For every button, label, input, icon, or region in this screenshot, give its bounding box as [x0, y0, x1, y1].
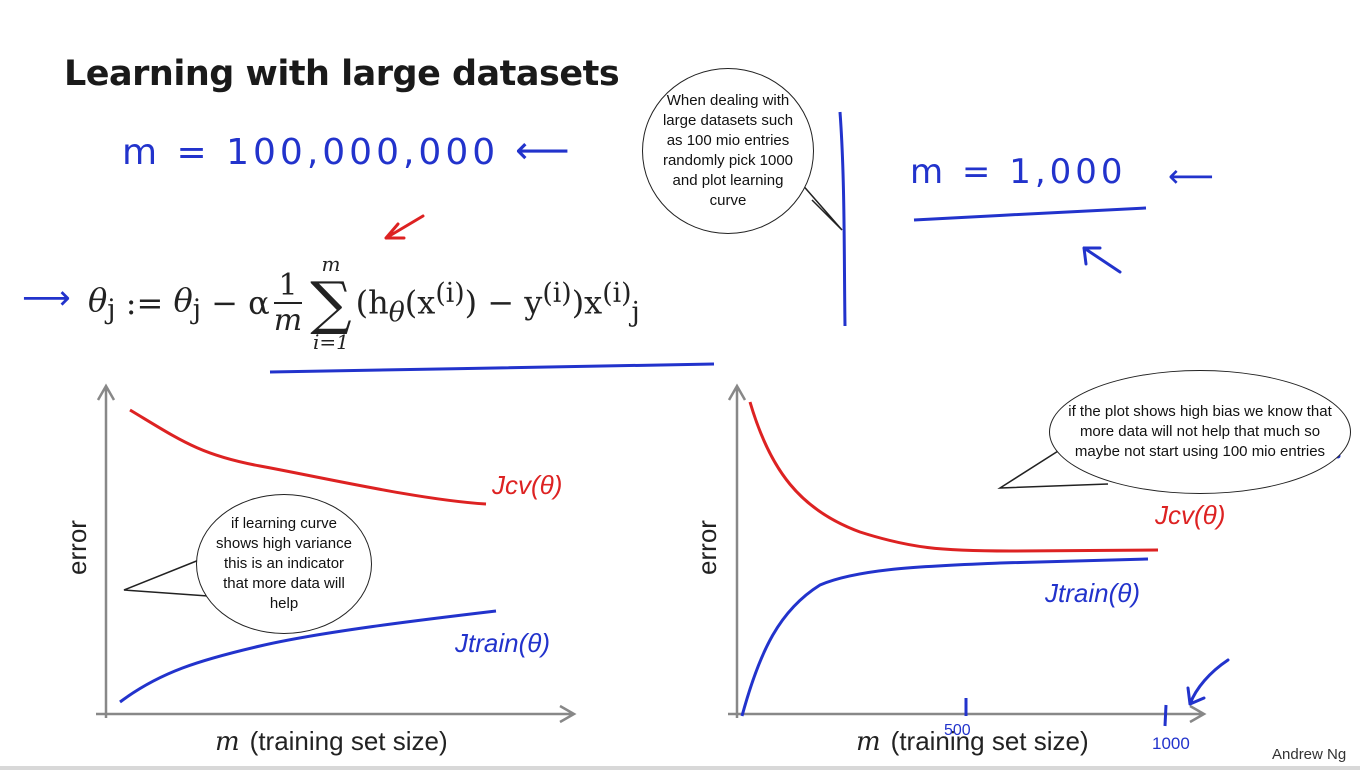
speech-bubble-high-bias: if the plot shows high bias we know that…: [1049, 370, 1351, 494]
left-cv-curve: [129, 408, 487, 506]
superscript-i: (i): [435, 277, 465, 309]
tick-1000: [1163, 704, 1168, 727]
gradient-descent-formula: θj := θj − α 1 m m ∑ i=1 (hθ(x(i)) − y(i…: [88, 248, 640, 358]
theta-symbol: θ: [88, 280, 108, 319]
curved-arrow-icon: [1186, 658, 1230, 706]
fraction-denominator: m: [273, 303, 303, 338]
arrow-left-icon: ⟵: [515, 128, 570, 172]
slide-title: Learning with large datasets: [64, 54, 620, 94]
right-train-label: Jtrain(θ): [1045, 578, 1140, 608]
speech-bubble-high-variance: if learning curve shows high variance th…: [196, 494, 372, 634]
right-y-axis: [727, 383, 747, 718]
right-cv-curve: [748, 401, 1159, 553]
m-large-annotation: m = 100,000,000: [122, 132, 500, 173]
formula-part: ) − y: [464, 283, 543, 322]
right-x-axis-label: m (training set size): [856, 726, 1089, 757]
x-var: m: [215, 727, 240, 757]
red-arrow-icon: [384, 214, 425, 240]
arrow-right-icon: ⟶: [22, 278, 71, 318]
right-cv-label: Jcv(θ): [1155, 500, 1226, 530]
sigma-symbol: ∑: [310, 269, 352, 337]
formula-part: (h: [355, 283, 389, 322]
up-left-arrow-icon: [1082, 246, 1122, 274]
right-train-curve: [740, 557, 1149, 717]
theta-symbol: θ: [173, 280, 193, 319]
left-x-axis-label: m (training set size): [215, 726, 448, 757]
left-cv-label: Jcv(θ): [492, 470, 563, 500]
formula-part: )x: [571, 283, 603, 322]
formula-part: (x: [404, 283, 436, 322]
x-desc: (training set size): [249, 726, 448, 756]
subscript-j: j: [192, 294, 201, 326]
left-y-axis: [96, 383, 116, 718]
formula-underline: [269, 362, 715, 374]
bubble-3-tail: [123, 557, 209, 597]
left-x-axis: [96, 704, 577, 724]
formula-body: (hθ(x(i)) − y(i))x(i)j: [356, 278, 640, 328]
m-small-annotation: m = 1,000: [910, 152, 1127, 192]
left-train-curve: [119, 609, 497, 704]
subscript-j: j: [107, 294, 116, 326]
x-var: m: [856, 727, 881, 757]
tick-500-label: 500: [944, 722, 971, 739]
minus-alpha: − α: [201, 284, 270, 322]
theta-subscript: θ: [388, 297, 405, 329]
sum-lower-limit: i=1: [312, 330, 349, 354]
assign-operator: :=: [115, 284, 174, 322]
player-progress-bar: [0, 766, 1360, 770]
bubble-2-tail: [997, 445, 1109, 489]
fraction-numerator: 1: [274, 269, 302, 304]
subscript-j: j: [631, 297, 640, 329]
m-small-underline: [913, 206, 1147, 222]
bubble-1-tail: [799, 181, 843, 231]
vertical-divider: [838, 111, 847, 327]
sum-upper-limit: m: [321, 252, 341, 276]
left-train-label: Jtrain(θ): [455, 628, 550, 658]
speech-bubble-sampling: When dealing with large datasets such as…: [642, 68, 814, 234]
superscript-i: (i): [542, 277, 572, 309]
tick-1000-label: 1000: [1152, 734, 1190, 753]
x-desc: (training set size): [890, 726, 1089, 756]
superscript-i: (i): [602, 277, 632, 309]
arrow-left-icon: ⟵: [1168, 157, 1214, 195]
author-credit: Andrew Ng: [1272, 746, 1347, 763]
fraction: 1 m: [274, 269, 302, 337]
summation: m ∑ i=1: [310, 254, 351, 352]
